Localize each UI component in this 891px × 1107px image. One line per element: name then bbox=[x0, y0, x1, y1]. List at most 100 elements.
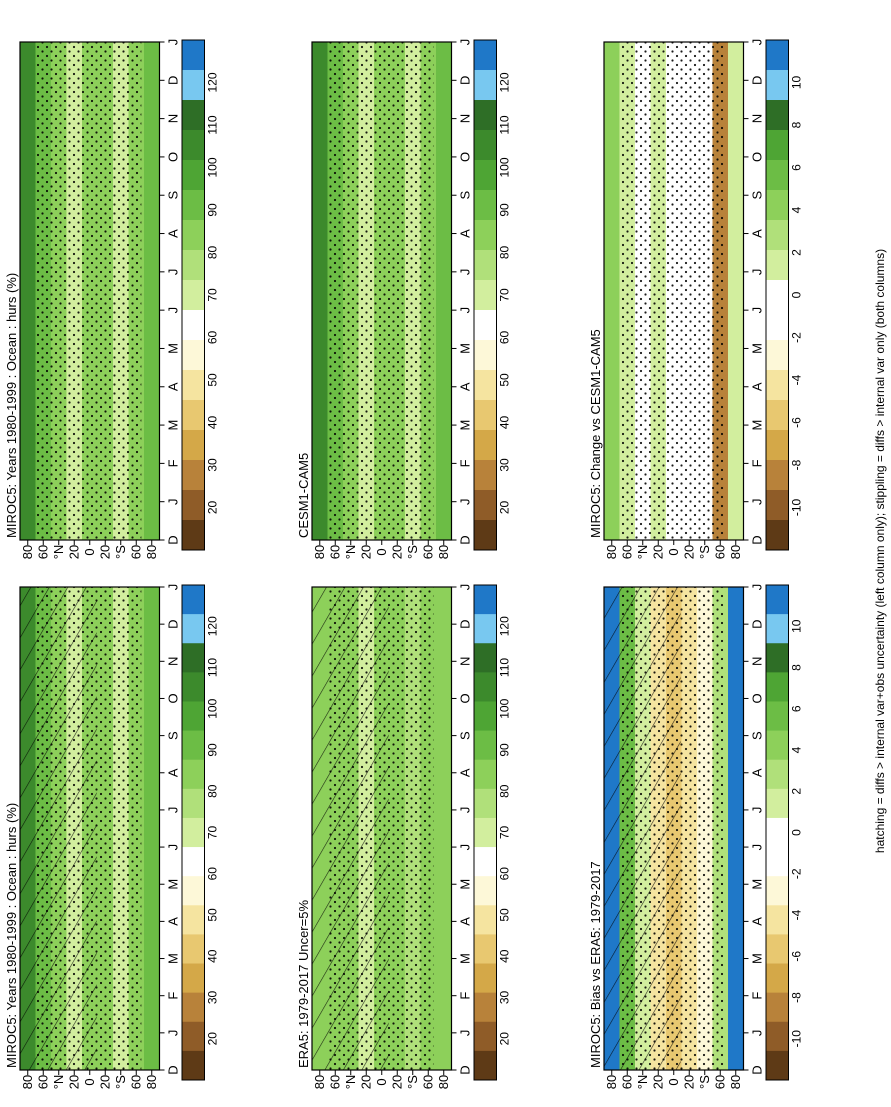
colorbar-swatch bbox=[474, 520, 497, 551]
colorbar-swatch bbox=[474, 130, 497, 161]
x-tick-label: D bbox=[750, 1065, 765, 1074]
colorbar-swatch bbox=[474, 160, 497, 191]
colorbar-swatch bbox=[766, 1050, 789, 1081]
x-tick-label: J bbox=[166, 584, 181, 591]
x-tick-label: J bbox=[750, 584, 765, 591]
colorbar-swatch bbox=[766, 250, 789, 281]
colorbar-swatch bbox=[766, 788, 789, 819]
y-tick-label: 20 bbox=[358, 545, 373, 559]
colorbar-swatch bbox=[474, 614, 497, 644]
colorbar-swatch bbox=[474, 100, 497, 131]
y-tick-label: °N bbox=[343, 1075, 358, 1090]
colorbar-tick-label: 8 bbox=[790, 664, 804, 671]
colorbar-swatch bbox=[182, 460, 205, 491]
x-tick-label: D bbox=[166, 535, 181, 544]
x-tick-label: N bbox=[458, 114, 473, 123]
colorbar-swatch bbox=[766, 672, 789, 702]
colorbar-swatch bbox=[766, 100, 789, 131]
colorbar: 120 110 100 90 80 70 60 50 40 30 20 bbox=[473, 39, 512, 551]
colorbar-frame bbox=[765, 584, 789, 1081]
heatmap-cell bbox=[604, 42, 620, 540]
y-tick-label: 60 bbox=[128, 1075, 143, 1089]
colorbar-tick-label: 10 bbox=[790, 619, 804, 633]
colorbar-swatch bbox=[474, 1050, 497, 1081]
stippling-overlay bbox=[328, 42, 434, 540]
colorbar-tick-label: 120 bbox=[206, 616, 220, 636]
colorbar-tick-label: 120 bbox=[498, 616, 512, 636]
x-tick-label: J bbox=[458, 807, 473, 814]
colorbar-swatch bbox=[182, 220, 205, 251]
colorbar-frame bbox=[765, 39, 789, 551]
colorbar-swatch bbox=[182, 992, 205, 1023]
colorbar-swatch bbox=[474, 400, 497, 431]
colorbar-tick-label: 80 bbox=[498, 784, 512, 798]
colorbar-tick-label: 90 bbox=[498, 743, 512, 757]
colorbar-swatch bbox=[474, 934, 497, 965]
y-tick-label: °N bbox=[51, 545, 66, 560]
colorbar-swatch bbox=[182, 250, 205, 281]
y-tick-label: 80 bbox=[144, 545, 159, 559]
colorbar-swatch bbox=[766, 817, 789, 848]
colorbar-swatch bbox=[474, 672, 497, 702]
colorbar-swatch bbox=[766, 310, 789, 341]
y-tick-label: 0 bbox=[666, 548, 681, 555]
colorbar-tick-label: 40 bbox=[498, 949, 512, 963]
x-tick-label: F bbox=[166, 992, 181, 1000]
y-tick-label: 80 bbox=[604, 545, 619, 559]
colorbar-swatch bbox=[182, 730, 205, 761]
x-tick-label: A bbox=[166, 917, 181, 926]
x-tick-label: J bbox=[750, 498, 765, 505]
colorbar-swatch bbox=[182, 370, 205, 401]
y-tick-label: 60 bbox=[128, 545, 143, 559]
colorbar-swatch bbox=[766, 130, 789, 161]
y-tick-label: 20 bbox=[97, 545, 112, 559]
x-tick-label: D bbox=[750, 619, 765, 628]
x-tick-label: D bbox=[458, 76, 473, 85]
y-tick-label: 0 bbox=[666, 1078, 681, 1085]
y-tick-label: °N bbox=[635, 545, 650, 560]
x-tick-label: J bbox=[750, 1030, 765, 1037]
x-tick-label: M bbox=[458, 879, 473, 890]
colorbar-swatch bbox=[474, 701, 497, 732]
colorbar-tick-label: 110 bbox=[498, 658, 512, 677]
colorbar-swatch bbox=[474, 1021, 497, 1052]
colorbar-swatch bbox=[766, 759, 789, 790]
heatmap-cell bbox=[436, 587, 452, 1070]
y-tick-label: 20 bbox=[66, 545, 81, 559]
colorbar-tick-label: 30 bbox=[206, 991, 220, 1005]
colorbar-swatch bbox=[766, 643, 789, 673]
colorbar-frame bbox=[181, 39, 205, 551]
y-tick-label: 60 bbox=[327, 545, 342, 559]
y-tick-label: 20 bbox=[650, 545, 665, 559]
y-tick-label: 80 bbox=[436, 545, 451, 559]
x-tick-label: D bbox=[166, 1065, 181, 1074]
colorbar-swatch bbox=[474, 40, 497, 71]
colorbar-tick-label: 20 bbox=[206, 1032, 220, 1046]
x-tick-label: J bbox=[458, 1030, 473, 1037]
hatching-overlay bbox=[604, 587, 681, 1070]
x-tick-label: D bbox=[458, 1065, 473, 1074]
colorbar-swatch bbox=[182, 340, 205, 371]
colorbar-swatch bbox=[766, 992, 789, 1023]
x-tick-label: D bbox=[750, 76, 765, 85]
x-tick-label: J bbox=[458, 844, 473, 851]
colorbar-tick-label: 110 bbox=[498, 115, 512, 134]
colorbar: 120 110 100 90 80 70 60 50 40 30 20 bbox=[473, 584, 512, 1081]
x-tick-label: A bbox=[458, 229, 473, 238]
x-tick-label: S bbox=[166, 731, 181, 740]
colorbar-swatch bbox=[182, 934, 205, 965]
y-tick-label: 80 bbox=[604, 1075, 619, 1089]
x-tick-label: A bbox=[750, 917, 765, 926]
colorbar-tick-label: 2 bbox=[790, 788, 804, 795]
colorbar-tick-label: 50 bbox=[206, 908, 220, 922]
colorbar-swatch bbox=[474, 876, 497, 906]
colorbar-tick-label: -2 bbox=[790, 332, 804, 343]
colorbar-swatch bbox=[474, 905, 497, 935]
hatching-overlay bbox=[312, 587, 389, 1070]
colorbar-tick-label: 40 bbox=[498, 416, 512, 430]
colorbar-tick-label: -2 bbox=[790, 868, 804, 879]
y-tick-label: 20 bbox=[389, 545, 404, 559]
x-tick-label: J bbox=[750, 807, 765, 814]
colorbar-tick-label: 80 bbox=[498, 246, 512, 260]
x-tick-label: A bbox=[750, 382, 765, 391]
